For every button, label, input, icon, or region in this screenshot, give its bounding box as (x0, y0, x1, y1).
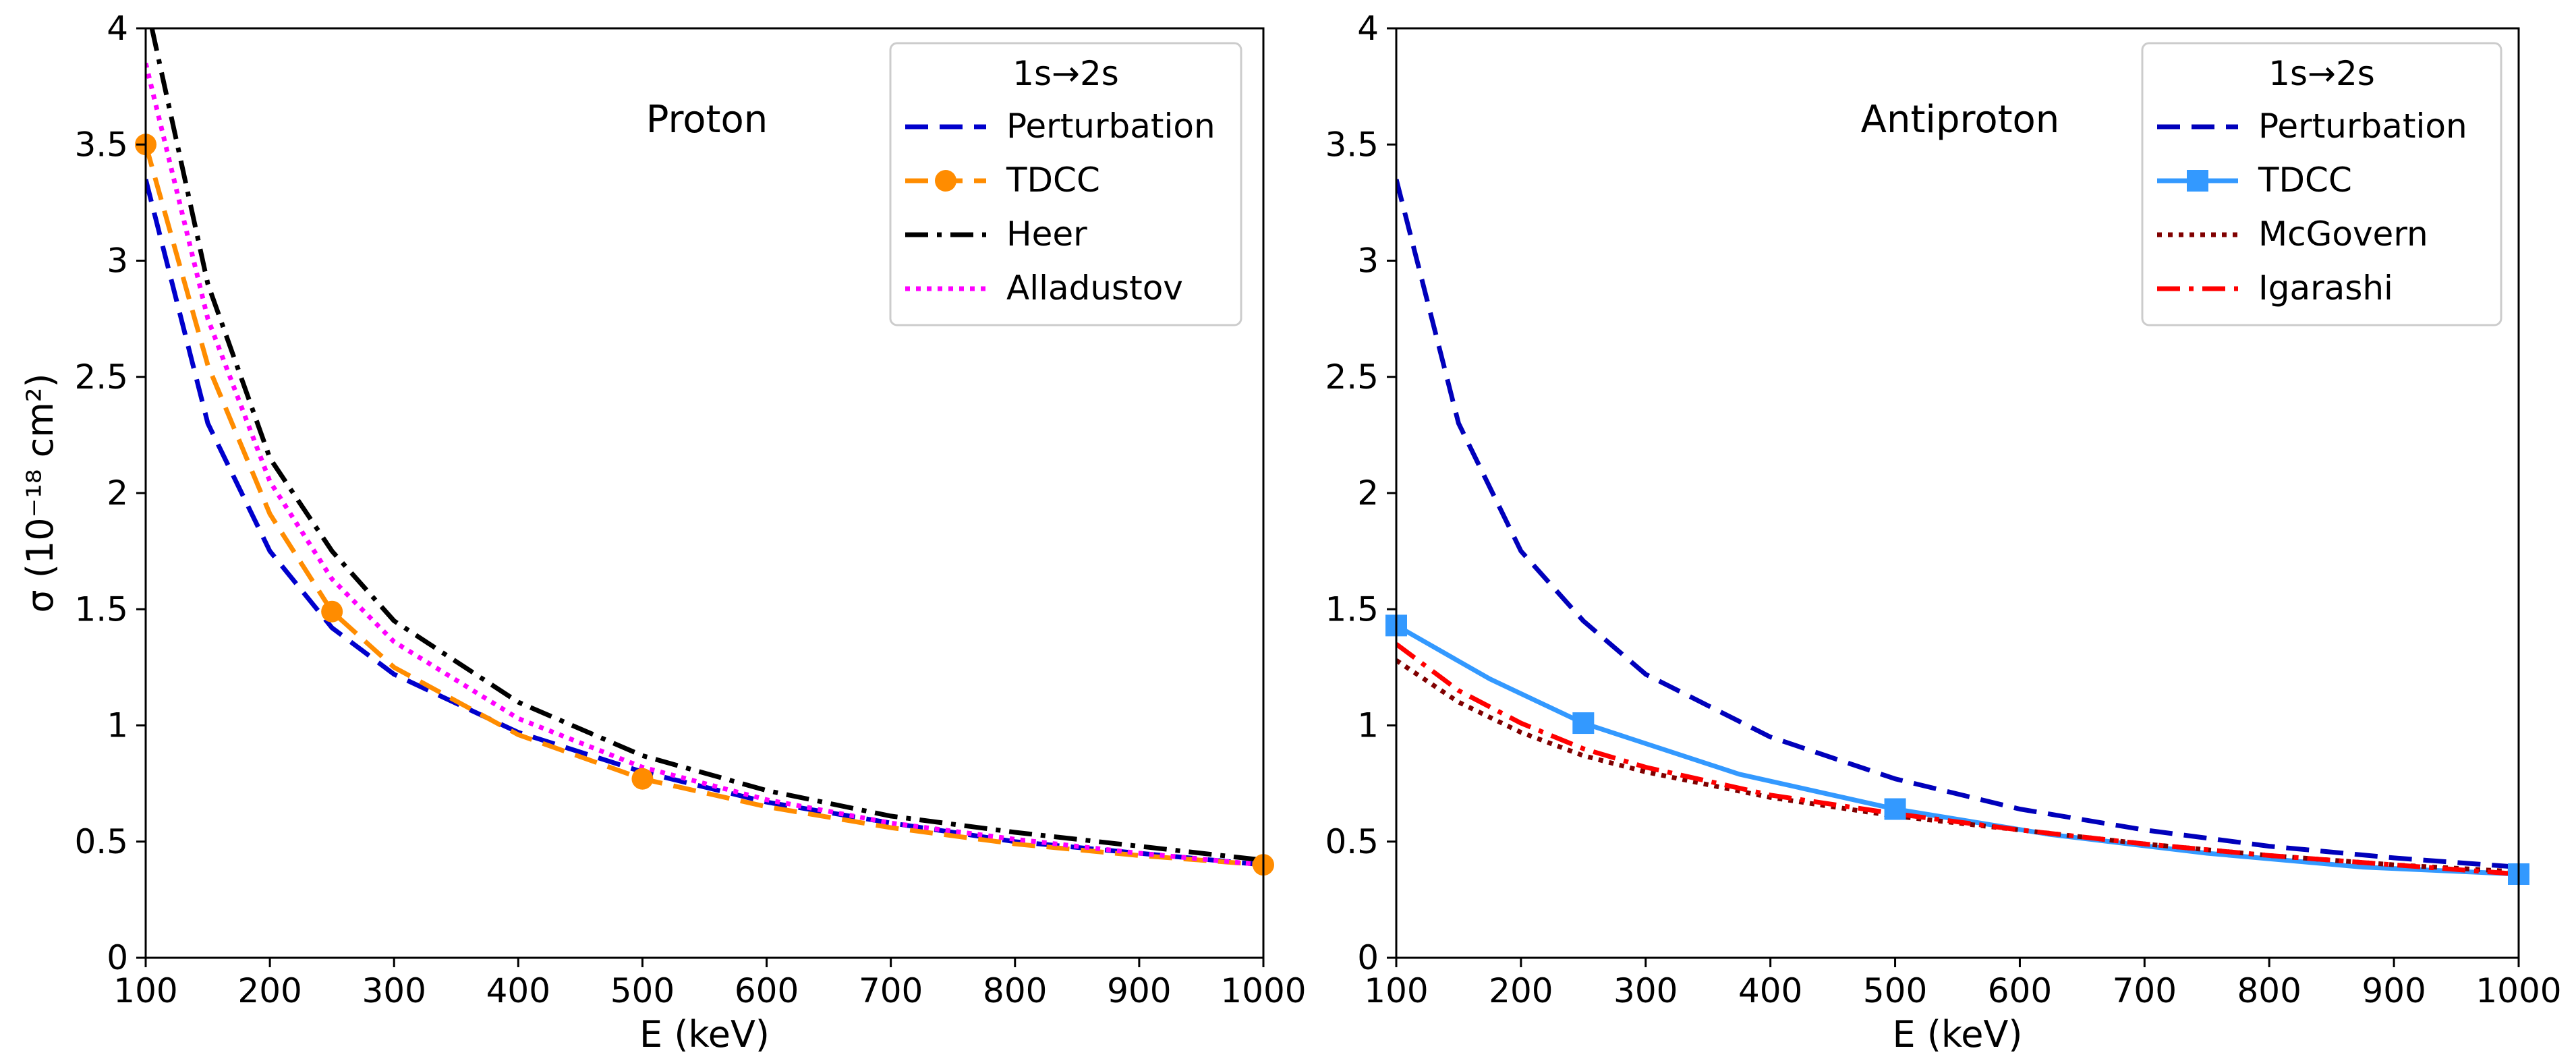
proton-legend: 1s→2s Perturbation TDCC Heer Alladustov (889, 42, 1242, 326)
proton-series-heer-line (149, 28, 1263, 863)
proton-x-tick-label: 600 (735, 971, 799, 1010)
proton-legend-label-tdcc: TDCC (1006, 161, 1100, 200)
antiproton-legend-label-perturbation: Perturbation (2258, 107, 2467, 146)
proton-y-tick-label: 0 (107, 938, 128, 977)
proton-x-tick-label: 100 (113, 971, 177, 1010)
antiproton-y-tick-label: 3 (1357, 241, 1379, 281)
antiproton-panel-title: Antiproton (1861, 98, 2060, 142)
antiproton-series-mcgovern-line (1396, 658, 2519, 874)
proton-x-tick-label: 800 (983, 971, 1047, 1010)
proton-y-tick-label: 2.5 (74, 357, 128, 397)
antiproton-series-igarashi-line (1396, 642, 2519, 877)
proton-x-tick-label: 300 (362, 971, 426, 1010)
antiproton-legend-marker-tdcc (2187, 170, 2208, 192)
antiproton-x-tick-label: 1000 (2475, 971, 2561, 1010)
antiproton-legend-label-mcgovern: McGovern (2258, 214, 2428, 254)
antiproton-y-tick-label: 1 (1357, 706, 1379, 745)
antiproton-y-tick-label: 0.5 (1325, 822, 1379, 861)
antiproton-legend-label-tdcc: TDCC (2258, 161, 2352, 200)
proton-series-perturbation-line (146, 179, 1263, 867)
antiproton-y-tick-label: 2 (1357, 473, 1379, 513)
proton-x-tick-label: 200 (237, 971, 302, 1010)
proton-x-axis-label: E (keV) (639, 1013, 770, 1056)
antiproton-x-tick-label: 400 (1738, 971, 1802, 1010)
antiproton-x-tick-label: 500 (1863, 971, 1927, 1010)
antiproton-y-tick-label: 0 (1357, 938, 1379, 977)
proton-x-tick-label: 500 (610, 971, 675, 1010)
proton-y-tick-label: 1 (107, 706, 128, 745)
proton-tdcc-marker (631, 768, 654, 790)
proton-series-group (146, 28, 1263, 867)
proton-legend-title: 1s→2s (1012, 54, 1119, 93)
proton-x-tick-label: 900 (1107, 971, 1171, 1010)
antiproton-legend-label-igarashi: Igarashi (2258, 268, 2393, 308)
antiproton-tdcc-marker (1884, 798, 1906, 820)
antiproton-legend-box (2141, 42, 2502, 326)
proton-x-tick-label: 400 (486, 971, 550, 1010)
proton-y-tick-label: 0.5 (74, 822, 128, 861)
antiproton-x-tick-label: 300 (1613, 971, 1678, 1010)
antiproton-legend: 1s→2s Perturbation TDCC McGovern Igarashi (2141, 42, 2502, 326)
antiproton-x-tick-label: 100 (1364, 971, 1428, 1010)
proton-legend-label-alladustov: Alladustov (1006, 268, 1183, 308)
y-axis-label: σ (10⁻¹⁸ cm²) (19, 373, 61, 612)
proton-panel: 100 200 300 400 500 600 700 800 900 1000 0 0.5 1 1.5 2… (74, 9, 1306, 1056)
antiproton-tdcc-marker (1572, 712, 1595, 735)
proton-x-tick-label: 1000 (1220, 971, 1306, 1010)
proton-x-tick-label: 700 (859, 971, 923, 1010)
proton-series-tdcc-line (146, 144, 1263, 867)
proton-y-tick-label: 2 (107, 473, 128, 513)
antiproton-x-tick-label: 900 (2362, 971, 2426, 1010)
proton-series-alladustov-line (146, 62, 1263, 867)
antiproton-legend-title: 1s→2s (2268, 54, 2375, 93)
antiproton-x-tick-label: 600 (1988, 971, 2052, 1010)
antiproton-x-axis-label: E (keV) (1893, 1013, 2023, 1056)
proton-legend-label-perturbation: Perturbation (1006, 107, 1215, 146)
antiproton-series-perturbation-line (1396, 179, 2519, 870)
antiproton-y-tick-label: 3.5 (1325, 125, 1379, 164)
antiproton-x-tick-label: 700 (2113, 971, 2177, 1010)
proton-y-tick-label: 1.5 (74, 590, 128, 629)
antiproton-x-tick-label: 800 (2237, 971, 2301, 1010)
antiproton-x-tick-label: 200 (1489, 971, 1553, 1010)
proton-y-tick-label: 3 (107, 241, 128, 281)
proton-panel-title: Proton (646, 98, 768, 142)
antiproton-panel: 100 200 300 400 500 600 700 800 900 1000 0 0.5 1 1.5 2… (1325, 9, 2561, 1056)
antiproton-y-tick-label: 1.5 (1325, 590, 1379, 629)
proton-y-tick-label: 4 (107, 9, 128, 48)
antiproton-series-tdcc-line (1396, 623, 2519, 877)
proton-legend-marker-tdcc (935, 170, 956, 192)
proton-legend-box (889, 42, 1242, 326)
antiproton-y-tick-label: 2.5 (1325, 357, 1379, 397)
proton-tdcc-marker (321, 600, 343, 623)
proton-legend-label-heer: Heer (1006, 214, 1087, 254)
proton-y-tick-label: 3.5 (74, 125, 128, 164)
antiproton-y-tick-label: 4 (1357, 9, 1379, 48)
